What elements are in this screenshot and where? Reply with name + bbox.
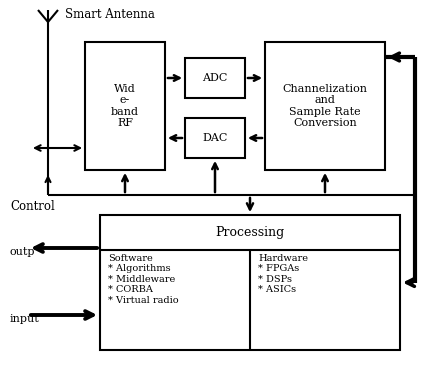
Bar xyxy=(100,215,400,350)
Text: Software
* Algorithms
* Middleware
* CORBA
* Virtual radio: Software * Algorithms * Middleware * COR… xyxy=(108,254,179,305)
Text: outp: outp xyxy=(10,247,36,257)
Text: Hardware
* FPGAs
* DSPs
* ASICs: Hardware * FPGAs * DSPs * ASICs xyxy=(258,254,308,294)
Text: Processing: Processing xyxy=(215,226,284,239)
Text: input: input xyxy=(10,314,40,324)
Text: Control: Control xyxy=(10,201,55,213)
Text: Channelization
and
Sample Rate
Conversion: Channelization and Sample Rate Conversio… xyxy=(282,83,368,128)
Bar xyxy=(265,42,385,170)
Text: ADC: ADC xyxy=(202,73,228,83)
Bar xyxy=(185,118,245,158)
Text: Wid
e-
band
RF: Wid e- band RF xyxy=(111,83,139,128)
Bar xyxy=(185,58,245,98)
Text: DAC: DAC xyxy=(202,133,228,143)
Bar xyxy=(85,42,165,170)
Text: Smart Antenna: Smart Antenna xyxy=(65,7,155,20)
